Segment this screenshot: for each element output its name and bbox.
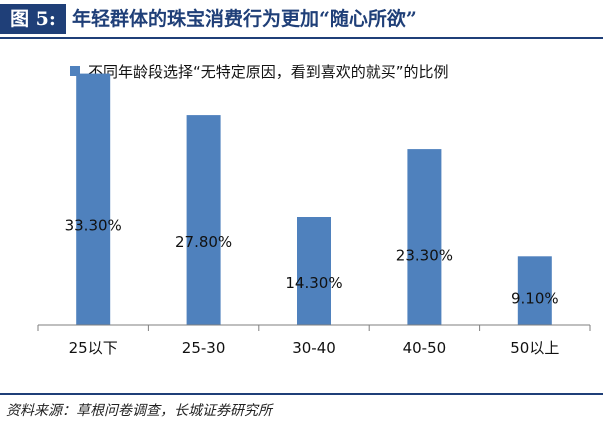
x-tick-label-group: 25以下 25-30 30-40 40-50 50以上 bbox=[69, 339, 560, 357]
x-axis bbox=[37, 324, 591, 331]
bar bbox=[297, 217, 331, 325]
data-label: 9.10% bbox=[511, 290, 559, 308]
legend-swatch bbox=[70, 66, 80, 76]
chart-legend: 不同年龄段选择“无特定原因，看到喜欢的就买”的比例 bbox=[70, 63, 449, 81]
data-label: 27.80% bbox=[175, 233, 232, 251]
x-tick-label: 25以下 bbox=[69, 339, 118, 357]
figure-tag: 图 5: bbox=[0, 4, 66, 34]
data-label-group: 33.30% 27.80% 14.30% 23.30% 9.10% bbox=[65, 216, 559, 307]
title-divider bbox=[0, 37, 603, 39]
legend-label: 不同年龄段选择“无特定原因，看到喜欢的就买”的比例 bbox=[88, 63, 449, 81]
source-divider bbox=[0, 393, 603, 395]
page-title: 年轻群体的珠宝消费行为更加“随心所欲” bbox=[72, 8, 417, 30]
x-tick-label: 30-40 bbox=[292, 339, 336, 357]
x-tick-label: 40-50 bbox=[403, 339, 447, 357]
data-label: 14.30% bbox=[285, 274, 342, 292]
data-label: 23.30% bbox=[396, 247, 453, 265]
data-label: 33.30% bbox=[65, 216, 122, 234]
x-tick-label: 25-30 bbox=[182, 339, 226, 357]
bar bbox=[186, 115, 221, 325]
x-tick-label: 50以上 bbox=[510, 339, 559, 357]
bar bbox=[76, 73, 111, 325]
title-bar: 图 5: 年轻群体的珠宝消费行为更加“随心所欲” bbox=[0, 0, 603, 38]
bar-group bbox=[76, 73, 552, 325]
source-note: 资料来源：草根问卷调查，长城证券研究所 bbox=[6, 403, 272, 419]
bar-chart: 不同年龄段选择“无特定原因，看到喜欢的就买”的比例 33.30% 27.80% 14… bbox=[37, 63, 591, 357]
bar bbox=[407, 149, 442, 325]
bar bbox=[517, 256, 552, 325]
